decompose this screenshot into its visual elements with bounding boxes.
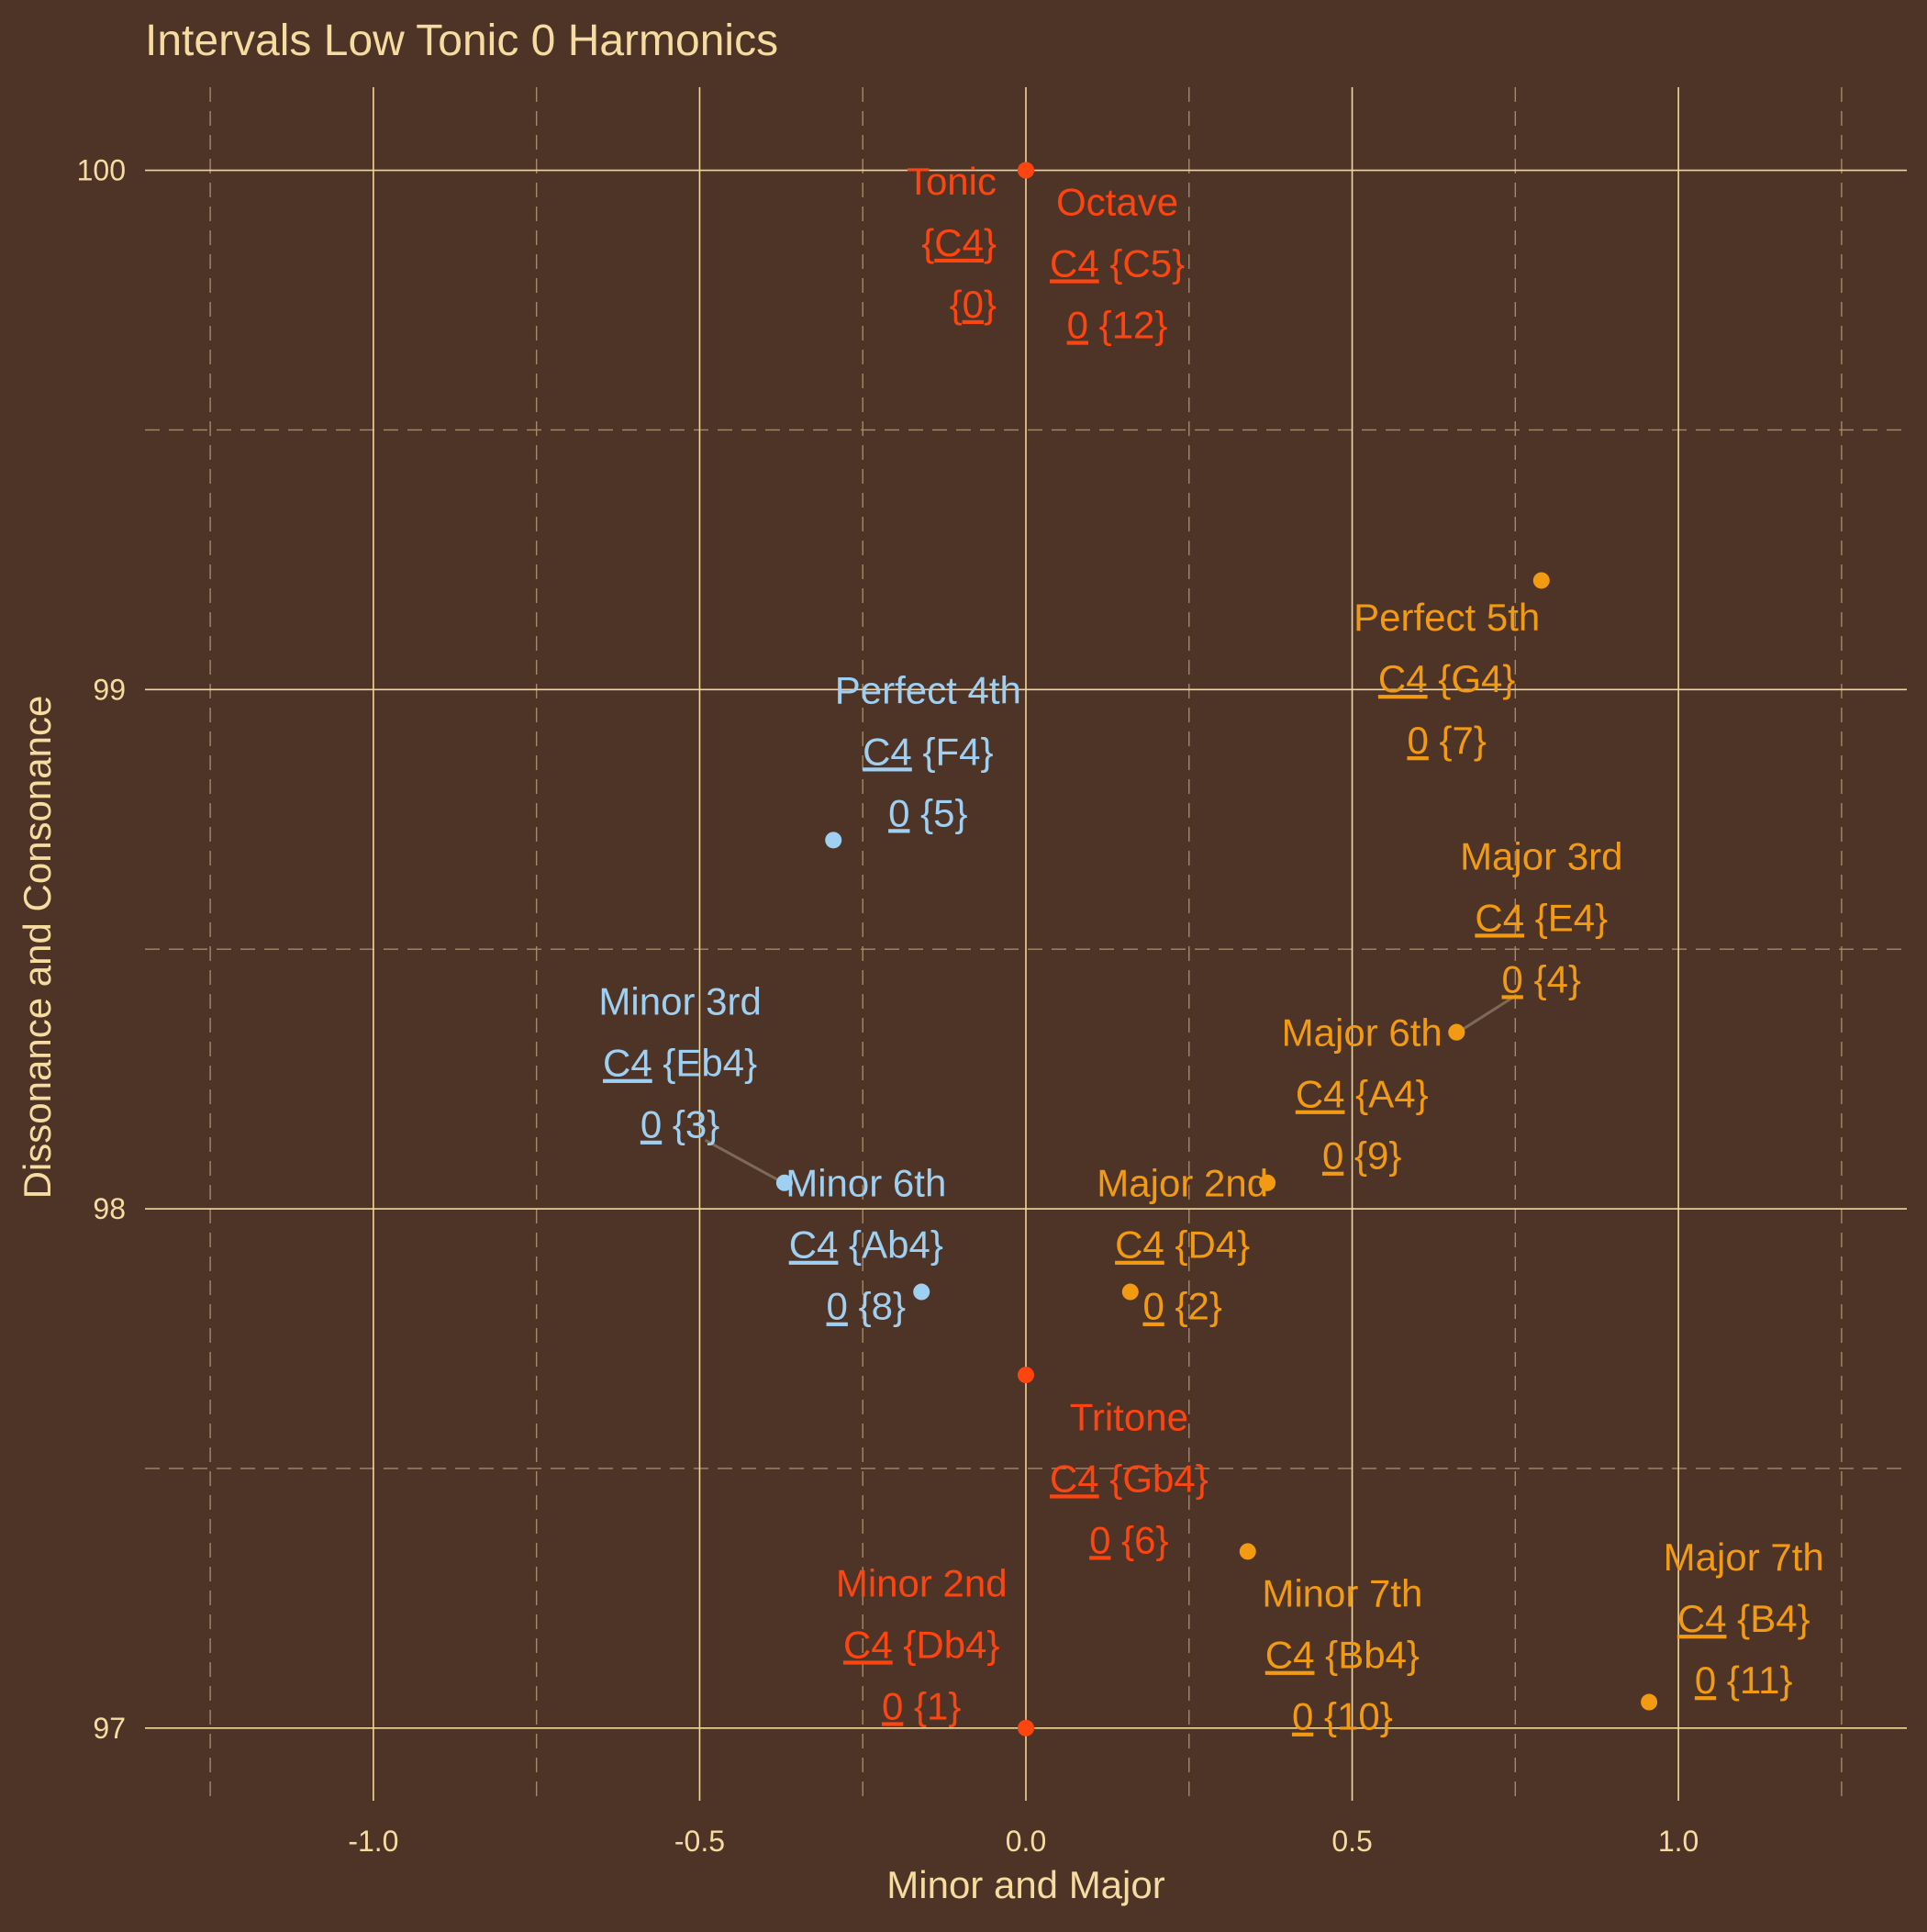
point-label: Tritone C4 {Gb4} 0 {6} [1050,1395,1209,1561]
x-tick-label: 0.0 [1006,1825,1046,1858]
y-tick-label: 97 [93,1712,126,1745]
point-label-line: 0 {5} [888,791,967,834]
data-point [913,1283,930,1301]
point-label: Perfect 4th C4 {F4} 0 {5} [835,668,1021,834]
point-label-line: 0 {11} [1695,1658,1793,1702]
data-point [1018,1719,1034,1737]
point-label-line: 0 {2} [1142,1285,1221,1328]
chart-title: Intervals Low Tonic 0 Harmonics [145,17,778,65]
point-label-line: C4 {G4} [1378,657,1515,700]
point-label-line: 0 {1} [882,1684,961,1727]
tick-labels: -1.0 -0.5 0.0 0.5 1.0 97 98 99 100 [77,154,1699,1858]
point-label-line: C4 {A4} [1296,1073,1429,1116]
x-tick-label: -1.0 [348,1825,398,1858]
point-label-line: Minor 2nd [836,1561,1008,1604]
x-tick-label: 0.5 [1331,1825,1372,1858]
point-label-line: Major 2nd [1097,1162,1268,1205]
label-connector [704,1138,779,1181]
data-point [825,832,842,849]
x-tick-label: 1.0 [1658,1825,1699,1858]
point-label-line: 0 {8} [827,1285,906,1328]
data-point [1259,1174,1276,1191]
point-label: Major 3rd C4 {E4} 0 {4} [1460,834,1622,1000]
point-label: Major 7th C4 {B4} 0 {11} [1664,1536,1824,1702]
data-point [1121,1283,1139,1301]
point-label-line: C4 {E4} [1475,896,1608,939]
y-tick-label: 99 [93,673,126,706]
y-tick-label: 98 [93,1192,126,1225]
data-point [775,1174,793,1191]
point-label: Major 6th C4 {A4} 0 {9} [1282,1011,1442,1178]
point-label-line: Minor 6th [785,1162,946,1205]
point-label-line: Tritone [1070,1395,1188,1438]
point-label: Tonic {C4} {0} [907,160,997,326]
data-point [1239,1543,1256,1560]
point-label-line: {0} [950,283,997,326]
data-labels: Tonic {C4} {0} Octave C4 {C5} 0 {12} Perfect 5… [598,160,1823,1738]
point-label-line: Major 3rd [1460,834,1622,877]
point-label: Perfect 5th C4 {G4} 0 {7} [1353,596,1540,762]
y-axis-title: Dissonance and Consonance [16,696,59,1200]
point-label-line: 0 {3} [640,1103,719,1146]
x-tick-label: -0.5 [674,1825,725,1858]
point-label-line: C4 {F4} [863,730,993,773]
point-label: Minor 3rd C4 {Eb4} 0 {3} [598,980,761,1146]
point-label-line: 0 {6} [1089,1518,1168,1561]
point-label: Minor 6th C4 {Ab4} 0 {8} [785,1162,946,1328]
point-label-line: C4 {Bb4} [1265,1634,1420,1677]
point-label-line: C4 {Eb4} [603,1042,757,1085]
y-tick-label: 100 [77,154,126,187]
data-points [775,162,1658,1737]
point-label-line: Major 7th [1664,1536,1824,1579]
point-label-line: 0 {4} [1502,957,1581,1000]
point-label-line: C4 {Gb4} [1050,1457,1209,1500]
label-connectors [704,993,1518,1181]
point-label-line: Major 6th [1282,1011,1442,1055]
point-label-line: Octave [1056,180,1178,223]
label-connector [1462,993,1518,1031]
point-label-line: Minor 7th [1262,1572,1422,1615]
point-label-line: C4 {C5} [1050,241,1185,285]
data-point [1448,1023,1465,1041]
point-label-line: Perfect 5th [1353,596,1540,639]
point-label-line: Tonic [907,160,997,203]
point-label-line: C4 {Db4} [843,1623,999,1666]
point-label: Minor 7th C4 {Bb4} 0 {10} [1262,1572,1422,1738]
data-point [1641,1693,1658,1711]
point-label-line: 0 {9} [1322,1134,1401,1178]
point-label-line: C4 {B4} [1677,1597,1810,1640]
point-label-line: C4 {D4} [1115,1223,1250,1267]
point-label-line: C4 {Ab4} [789,1223,943,1267]
point-label-line: Minor 3rd [598,980,761,1023]
point-label-line: Perfect 4th [835,668,1021,711]
data-point [1532,572,1550,589]
point-label-line: 0 {12} [1067,303,1168,346]
point-label: Minor 2nd C4 {Db4} 0 {1} [836,1561,1008,1727]
data-point [1018,1367,1034,1384]
data-point [1018,162,1034,179]
point-label-line: {C4} [921,221,997,264]
point-label: Major 2nd C4 {D4} 0 {2} [1097,1162,1268,1328]
point-label: Octave C4 {C5} 0 {12} [1050,180,1185,346]
x-axis-title: Minor and Major [886,1863,1164,1906]
point-label-line: 0 {7} [1407,719,1486,762]
point-label-line: 0 {10} [1292,1695,1393,1738]
